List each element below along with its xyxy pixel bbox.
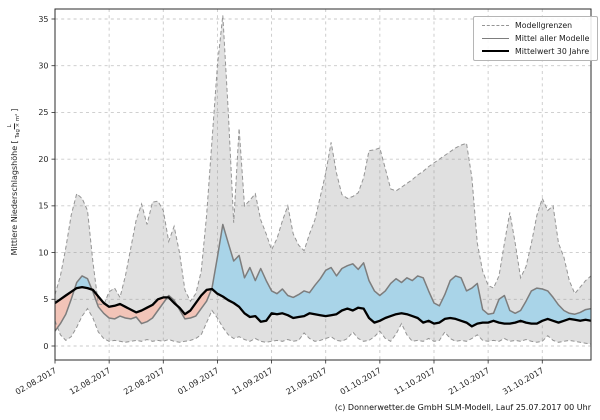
legend-label: Modellgrenzen [515, 21, 573, 30]
x-tick-label: 21.10.2017 [447, 366, 491, 397]
y-axis-label: Mittlere Niederschlagshöhe [L Tag × m²] [7, 108, 22, 256]
y-tick-label: 10 [38, 248, 48, 257]
y-tick-label: 15 [38, 202, 48, 211]
x-tick-label: 02.08.2017 [14, 366, 58, 397]
x-tick-label: 01.10.2017 [339, 366, 383, 397]
model-lower-bound-line [55, 307, 591, 345]
y-tick-label: 30 [38, 62, 48, 71]
x-tick-label: 12.08.2017 [68, 366, 112, 397]
x-tick-label: 31.10.2017 [501, 366, 545, 397]
y-tick-label: 20 [38, 155, 48, 164]
legend-label: Mittelwert 30 Jahre [515, 46, 590, 56]
below-normal-fill [177, 289, 212, 319]
y-axis-unit-fraction: L Tag × m² [7, 113, 22, 139]
model-mean-line [55, 223, 591, 332]
model-upper-bound-line [55, 15, 591, 306]
above-normal-fill [211, 224, 591, 327]
x-tick-label: 11.09.2017 [230, 366, 274, 397]
dashed-line-swatch [482, 25, 509, 27]
y-axis-label-suffix: ] [10, 108, 20, 112]
legend-item-climatology: Mittelwert 30 Jahre [482, 46, 590, 56]
x-tick-label: 22.08.2017 [122, 366, 166, 397]
y-tick-label: 0 [43, 342, 48, 351]
legend-item-model-mean: Mittel aller Modelle [482, 33, 590, 43]
below-normal-fill [92, 289, 168, 324]
legend: Modellgrenzen Mittel aller Modelle Mitte… [473, 16, 599, 62]
axis-ticks [51, 18, 543, 364]
climatology-line [55, 285, 591, 328]
y-tick-label: 35 [38, 15, 48, 24]
x-tick-label: 11.10.2017 [393, 366, 437, 397]
gray-line-swatch [482, 38, 509, 40]
black-line-swatch [482, 50, 509, 53]
y-tick-label: 25 [38, 108, 48, 117]
x-tick-label: 01.09.2017 [176, 366, 220, 397]
y-axis-label-prefix: Mittlere Niederschlagshöhe [ [10, 140, 20, 256]
model-range-band [55, 15, 591, 345]
plot-border [54, 8, 592, 361]
legend-label: Mittel aller Modelle [515, 33, 590, 43]
copyright-text: (c) Donnerwetter.de GmbH SLM-Modell, Lau… [334, 403, 591, 412]
legend-item-model-bounds: Modellgrenzen [482, 22, 589, 30]
plot-area [55, 15, 591, 345]
y-tick-label: 5 [43, 295, 48, 304]
unit-denominator: Tag × m² [15, 113, 22, 139]
x-tick-label: 21.09.2017 [285, 366, 329, 397]
